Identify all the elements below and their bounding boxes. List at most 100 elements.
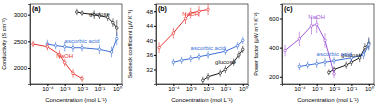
x-tick-label: 10⁻³: [60, 86, 71, 92]
x-tick: 10⁻²: [203, 84, 214, 92]
y-tick-label: 32: [146, 67, 153, 73]
error-bar: [99, 45, 100, 55]
y-tick-label: 600: [269, 16, 280, 22]
error-bar: [363, 51, 364, 60]
error-bar: [307, 61, 308, 68]
series-marker: [54, 44, 57, 47]
y-tick: 2500: [14, 39, 30, 45]
y-axis-title: Conductivity (S cm⁻¹): [1, 18, 7, 70]
x-tick: 10⁻²: [329, 84, 340, 92]
series-marker: [172, 61, 175, 64]
error-bar: [242, 46, 243, 53]
x-tick: 10⁻¹: [221, 84, 232, 92]
series-label: NaOH: [56, 53, 73, 59]
x-tick: 10⁻²: [77, 84, 88, 92]
series-label: NaOH: [182, 11, 199, 17]
error-bar: [334, 57, 335, 64]
y-tick: 36: [146, 52, 156, 58]
series-marker: [367, 43, 370, 46]
panel-title: (b): [158, 5, 167, 13]
y-axis-title: Power factor (μW m⁻¹ K⁻²): [253, 12, 259, 76]
error-bar: [237, 42, 238, 49]
y-tick-label: 2000: [14, 65, 28, 71]
y-tick: 44: [146, 23, 156, 29]
y-tick: 32: [146, 67, 156, 73]
series-marker: [236, 45, 239, 48]
error-bar: [242, 37, 243, 44]
panel: 10⁻⁴ 10⁻³ 10⁻² 10⁻¹ 10⁰ 32 36 40 44 48 glucose asco…: [127, 4, 249, 103]
error-bar: [159, 42, 160, 53]
series-line: [47, 39, 116, 52]
y-tick: 2000: [14, 65, 30, 71]
y-tick-mark: [280, 19, 282, 20]
y-tick-mark: [28, 15, 30, 16]
error-bar: [208, 51, 209, 58]
x-tick: 10⁻¹: [347, 84, 358, 92]
series-marker: [315, 23, 318, 26]
x-tick-label: 10⁻¹: [347, 86, 358, 92]
x-tick-label: 10⁻²: [77, 86, 88, 92]
x-tick: 10⁰: [239, 84, 248, 92]
x-tick-label: 10⁻³: [186, 86, 197, 92]
series-label: NaOH: [308, 14, 325, 20]
x-tick: 10⁻³: [60, 84, 71, 92]
series-marker: [207, 8, 210, 11]
x-axis: 10⁻⁴10⁻³10⁻²10⁻¹10⁰: [283, 84, 375, 92]
series-line: [159, 9, 208, 47]
series-label: ascorbic acid: [191, 45, 226, 51]
y-tick: 48: [146, 9, 156, 15]
x-tick: 10⁻¹: [95, 84, 106, 92]
series-label: glucose: [215, 59, 236, 65]
panel: 10⁻⁴10⁻³10⁻²10⁻¹10⁰200400600glucoseascor…: [253, 4, 375, 103]
y-axis: 200025003000: [14, 5, 31, 85]
series-line: [77, 12, 117, 28]
y-tick-label: 2500: [14, 39, 28, 45]
plot-data: [32, 9, 118, 82]
series-line: [203, 49, 243, 80]
series-marker: [328, 71, 331, 74]
series-line: [285, 24, 334, 73]
series-marker: [115, 27, 118, 30]
error-bar: [72, 69, 73, 78]
series-marker: [207, 54, 210, 57]
error-bar: [198, 53, 199, 60]
error-bar: [72, 43, 73, 52]
error-bar: [173, 28, 174, 39]
y-tick-label: 48: [146, 9, 153, 15]
error-bar: [116, 32, 117, 45]
x-tick-label: 10⁰: [365, 85, 374, 92]
y-tick-label: 44: [146, 23, 153, 29]
x-axis-title: Concentration (mol L⁻¹): [45, 97, 107, 103]
plot-data: [284, 16, 370, 79]
panel-title: (a): [32, 5, 41, 13]
x-axis-title: Concentration (mol L⁻¹): [297, 97, 359, 103]
x-tick-label: 10⁻²: [329, 86, 340, 92]
series-line: [33, 44, 82, 79]
series-line: [299, 45, 368, 67]
error-bar: [64, 59, 65, 66]
series-marker: [76, 11, 79, 14]
error-bar: [112, 18, 113, 27]
y-axis: 200400600: [269, 5, 283, 85]
series-marker: [310, 25, 313, 28]
x-tick-label: 10⁻²: [203, 86, 214, 92]
series-label: glucose: [89, 11, 110, 17]
series-marker: [284, 49, 287, 52]
series-marker: [298, 65, 301, 68]
x-tick-label: 10⁻⁴: [168, 86, 180, 92]
y-tick-mark: [28, 41, 30, 42]
series-marker: [81, 12, 84, 15]
series-marker: [46, 45, 49, 48]
series-marker: [241, 48, 244, 51]
y-tick: 40: [146, 38, 156, 44]
x-tick-label: 10⁻¹: [95, 86, 106, 92]
series-marker: [81, 77, 84, 80]
y-tick-mark: [154, 26, 156, 27]
x-tick-label: 10⁰: [239, 85, 248, 92]
y-tick-mark: [280, 77, 282, 78]
error-bar: [55, 42, 56, 49]
error-bar: [82, 10, 83, 15]
series-marker: [72, 72, 75, 75]
y-axis-line: [154, 5, 157, 85]
error-bar: [82, 44, 83, 51]
